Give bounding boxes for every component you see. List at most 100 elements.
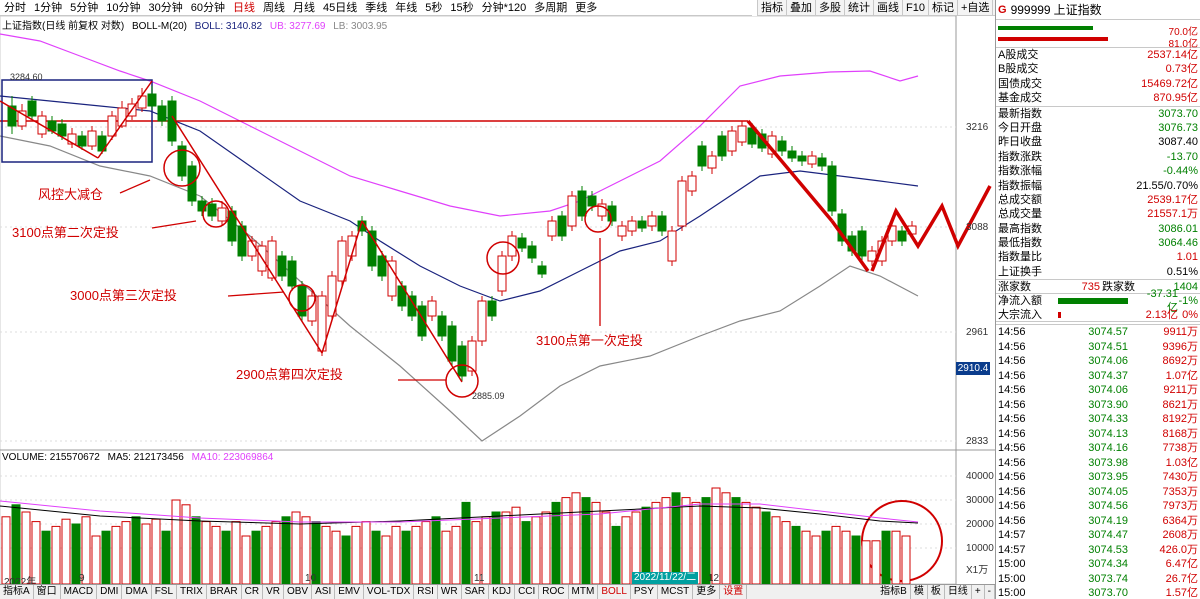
date-label-oct: 10 <box>305 573 317 584</box>
bottom-right-button-3[interactable]: 日线 <box>945 585 972 599</box>
indicator-tab-6[interactable]: TRIX <box>177 585 207 599</box>
candle-body <box>787 150 797 159</box>
vol-axis-unit: X1万 <box>966 565 989 576</box>
consolidation-box <box>1 79 153 163</box>
tick-time: 14:57 <box>998 543 1026 556</box>
indicator-tab-15[interactable]: WR <box>438 585 462 599</box>
indicator-tab-9[interactable]: VR <box>263 585 284 599</box>
toolbar-button-7[interactable]: +自选 <box>956 0 992 15</box>
indicator-tab-bar: 指标A 窗口 MACD DMI DMA FSL TRIX BRAR CR VR OBV ASI EMV V… <box>0 584 995 599</box>
tick-list[interactable]: 14:56 3074.57 9911万 14:56 3074.51 9396万 14:56 3… <box>996 324 1200 599</box>
candle-body <box>777 140 787 152</box>
indicator-tab-22[interactable]: PSY <box>631 585 658 599</box>
period-tab-4[interactable]: 30分钟 <box>148 1 183 14</box>
indicator-tab-21[interactable]: BOLL <box>598 585 631 599</box>
period-tab-2[interactable]: 5分钟 <box>70 1 99 14</box>
period-tab-9[interactable]: 45日线 <box>323 1 358 14</box>
volume-bar <box>331 530 341 584</box>
period-tab-5[interactable]: 60分钟 <box>190 1 225 14</box>
candle-body <box>877 240 887 262</box>
period-tab-8[interactable]: 月线 <box>293 1 315 14</box>
indicator-tab-25[interactable]: 设置 <box>720 585 748 599</box>
toolbar-button-6[interactable]: 标记 <box>927 0 957 15</box>
tick-row: 14:56 3074.19 6364万 <box>996 514 1200 529</box>
period-tab-3[interactable]: 10分钟 <box>106 1 141 14</box>
indicator-tab-7[interactable]: BRAR <box>207 585 242 599</box>
indicator-tab-12[interactable]: EMV <box>335 585 364 599</box>
toolbar-button-4[interactable]: 画线 <box>873 0 902 15</box>
candle-body <box>797 155 807 162</box>
indicator-tab-14[interactable]: RSI <box>414 585 438 599</box>
bottom-right-button-5[interactable]: - <box>985 585 995 599</box>
indicator-tab-4[interactable]: DMA <box>122 585 152 599</box>
upper-band-line <box>0 33 919 217</box>
toolbar-button-5[interactable]: F10 <box>902 0 928 15</box>
volume-bar <box>511 506 521 584</box>
period-tab-7[interactable]: 周线 <box>263 1 285 14</box>
stat-label: 指数量比 <box>998 251 1042 264</box>
candle-body <box>177 145 187 177</box>
volume-bar <box>501 511 511 584</box>
indicator-tab-17[interactable]: KDJ <box>489 585 516 599</box>
period-tab-11[interactable]: 年线 <box>395 1 418 14</box>
indicator-tab-19[interactable]: ROC <box>539 585 569 599</box>
toolbar-button-2[interactable]: 多股 <box>815 0 844 15</box>
tick-time: 14:57 <box>998 529 1026 542</box>
tick-time: 14:56 <box>998 456 1026 469</box>
indicator-tab-13[interactable]: VOL-TDX <box>364 585 415 599</box>
volume-bar <box>411 525 421 584</box>
stat-value: 21557.1万 <box>1147 208 1198 221</box>
kline-chart[interactable] <box>0 16 995 584</box>
stat-value: 3076.73 <box>1158 121 1198 134</box>
period-tab-0[interactable]: 分时 <box>4 1 26 14</box>
bottom-right-button-4[interactable]: + <box>972 585 985 599</box>
stat-value: 0.51% <box>1166 265 1198 278</box>
volume-bar <box>121 521 131 584</box>
indicator-tab-16[interactable]: SAR <box>462 585 490 599</box>
indicator-tab-23[interactable]: MCST <box>658 585 694 599</box>
candle-body <box>587 195 597 207</box>
boll-label[interactable]: BOLL-M(20) <box>132 21 188 32</box>
volume-bar <box>571 492 581 584</box>
period-tab-1[interactable]: 1分钟 <box>34 1 63 14</box>
indicator-tab-3[interactable]: DMI <box>97 585 123 599</box>
indicator-tab-20[interactable]: MTM <box>569 585 599 599</box>
period-tab-14[interactable]: 分钟*120 <box>481 1 527 14</box>
candle-body <box>657 215 667 232</box>
indicator-tab-10[interactable]: OBV <box>284 585 313 599</box>
stat-value: 21.55/0.70% <box>1136 179 1198 192</box>
kline-chart-svg <box>0 16 995 584</box>
toolbar-button-1[interactable]: 叠加 <box>786 0 815 15</box>
toolbar-button-3[interactable]: 统计 <box>844 0 873 15</box>
bottom-right-button-1[interactable]: 模 <box>911 585 928 599</box>
candle-body <box>637 220 647 229</box>
indicator-tab-5[interactable]: FSL <box>152 585 178 599</box>
indicator-tab-0[interactable]: 指标A <box>0 585 34 599</box>
candle-body <box>817 157 827 167</box>
period-tab-12[interactable]: 5秒 <box>425 1 443 14</box>
stat-value: -0.44% <box>1163 165 1198 178</box>
period-tab-13[interactable]: 15秒 <box>450 1 474 14</box>
indicator-tab-2[interactable]: MACD <box>61 585 98 599</box>
trend-line <box>171 115 323 354</box>
period-tab-10[interactable]: 季线 <box>365 1 388 14</box>
indicator-tab-24[interactable]: 更多 <box>693 585 721 599</box>
tick-price: 3074.16 <box>1088 442 1128 455</box>
tick-time: 14:56 <box>998 384 1026 397</box>
indicator-tab-8[interactable]: CR <box>242 585 264 599</box>
period-tab-16[interactable]: 更多 <box>575 1 598 14</box>
tick-price: 3073.74 <box>1088 572 1128 585</box>
indicator-tab-11[interactable]: ASI <box>312 585 336 599</box>
period-tab-6[interactable]: 日线 <box>233 1 255 14</box>
bottom-right-button-0[interactable]: 指标B <box>877 585 911 599</box>
tick-time: 14:56 <box>998 326 1026 339</box>
volume-bar <box>851 535 861 584</box>
volume-bar <box>601 511 611 584</box>
candle-body <box>897 230 907 242</box>
indicator-tab-18[interactable]: CCI <box>515 585 540 599</box>
indicator-tab-1[interactable]: 窗口 <box>34 585 61 599</box>
toolbar-button-0[interactable]: 指标 <box>757 0 786 15</box>
period-tab-15[interactable]: 多周期 <box>534 1 568 14</box>
bottom-right-button-2[interactable]: 板 <box>928 585 945 599</box>
tick-volume: 426.0万 <box>1159 543 1198 556</box>
